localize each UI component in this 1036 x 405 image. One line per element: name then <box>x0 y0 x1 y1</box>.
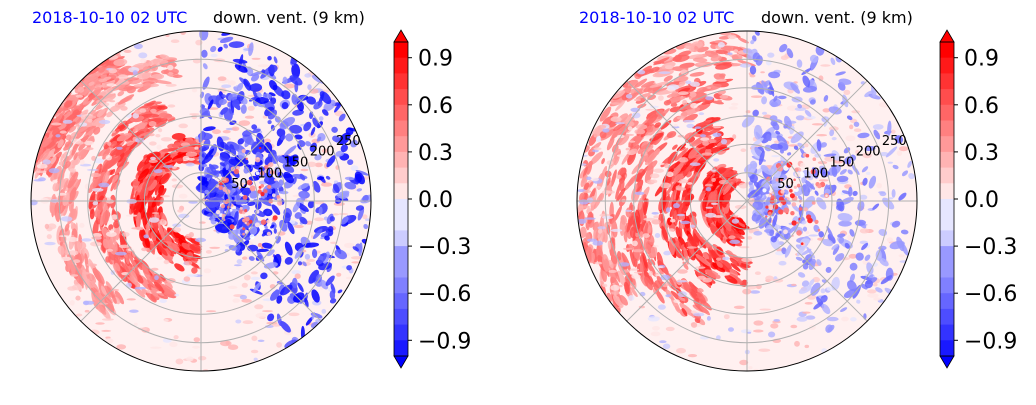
colorbar-level <box>394 214 408 231</box>
colorbar-tick-label: −0.3 <box>418 235 471 260</box>
colorbar-tick-label: −0.3 <box>964 235 1017 260</box>
colorbar-tick-label: −0.9 <box>418 329 471 354</box>
colorbar-level <box>394 151 408 168</box>
colorbar-level <box>394 183 408 200</box>
colorbar-level <box>940 324 954 341</box>
colorbar-extend-max <box>939 29 955 43</box>
colorbar-level <box>940 246 954 263</box>
angular-grid-line <box>80 80 202 202</box>
angular-grid-line <box>626 200 748 322</box>
colorbar-level <box>394 89 408 106</box>
colorbar-level <box>394 199 408 216</box>
colorbar-level <box>394 340 408 357</box>
colorbar-level <box>394 73 408 90</box>
colorbar-level <box>394 230 408 247</box>
colorbar: 0.9 0.6 0.3 0.0 −0.3 −0.6 −0.9 <box>393 29 471 369</box>
colorbar-level <box>394 293 408 310</box>
colorbar-tick-label: 0.9 <box>418 47 453 72</box>
radial-tick-label: 50 <box>777 177 794 192</box>
colorbar-level <box>394 136 408 153</box>
angular-grid-line <box>626 80 748 202</box>
radial-tick-label: 50 <box>231 177 248 192</box>
colorbar-level <box>394 246 408 263</box>
colorbar-level <box>940 73 954 90</box>
colorbar-level <box>394 167 408 184</box>
colorbar-level <box>394 104 408 121</box>
colorbar-level <box>940 120 954 137</box>
colorbar-tick-label: 0.3 <box>964 141 999 166</box>
radial-tick-label: 250 <box>882 134 907 149</box>
colorbar-level <box>394 261 408 278</box>
colorbar-level <box>940 104 954 121</box>
colorbar-tick-label: 0.0 <box>418 188 453 213</box>
colorbar-tick-label: 0.6 <box>418 94 453 119</box>
panel-1-variable-title: down. vent. (9 km) <box>213 8 365 27</box>
colorbar-extend-min <box>393 355 409 369</box>
colorbar-extend-max <box>393 29 409 43</box>
colorbar-level <box>394 308 408 325</box>
colorbar-level <box>940 261 954 278</box>
colorbar-level <box>940 214 954 231</box>
colorbar-tick-label: 0.3 <box>418 141 453 166</box>
colorbar-level <box>940 308 954 325</box>
angular-grid-line <box>746 80 868 202</box>
colorbar-level <box>940 277 954 294</box>
radial-tick-label: 250 <box>336 134 361 149</box>
colorbar-level <box>394 57 408 74</box>
colorbar-level <box>940 199 954 216</box>
colorbar-level <box>394 277 408 294</box>
colorbar-tick-label: −0.6 <box>418 282 471 307</box>
colorbar: 0.9 0.6 0.3 0.0 −0.3 −0.6 −0.9 <box>939 29 1017 369</box>
colorbar-level <box>940 293 954 310</box>
radial-tick-label: 200 <box>310 145 335 160</box>
colorbar-level <box>394 120 408 137</box>
colorbar-level <box>394 324 408 341</box>
colorbar-tick-label: 0.9 <box>964 47 999 72</box>
colorbar-tick-label: −0.9 <box>964 329 1017 354</box>
colorbar-level <box>940 89 954 106</box>
colorbar-level <box>940 151 954 168</box>
colorbar-level <box>940 42 954 59</box>
angular-grid-line <box>80 200 202 322</box>
polar-outline <box>576 30 918 372</box>
colorbar-level <box>394 42 408 59</box>
colorbar-level <box>940 183 954 200</box>
panel-2-variable-title: down. vent. (9 km) <box>761 8 913 27</box>
radial-tick-label: 100 <box>803 166 828 181</box>
polar-outline <box>30 30 372 372</box>
panel-2-date-title: 2018-10-10 02 UTC <box>579 8 735 27</box>
colorbar-tick-label: −0.6 <box>964 282 1017 307</box>
angular-grid-line <box>746 200 868 322</box>
radial-tick-label: 150 <box>284 156 309 171</box>
colorbar-tick-label: 0.6 <box>964 94 999 119</box>
colorbar-level <box>940 57 954 74</box>
radial-tick-label: 200 <box>856 145 881 160</box>
colorbar-extend-min <box>939 355 955 369</box>
polar-grid <box>577 31 917 371</box>
colorbar-level <box>940 136 954 153</box>
colorbar-tick-label: 0.0 <box>964 188 999 213</box>
colorbar-level <box>940 230 954 247</box>
polar-grid <box>31 31 371 371</box>
angular-grid-line <box>200 200 322 322</box>
radial-tick-label: 150 <box>830 156 855 171</box>
angular-grid-line <box>200 80 322 202</box>
panel-1-date-title: 2018-10-10 02 UTC <box>32 8 188 27</box>
colorbar-level <box>940 340 954 357</box>
colorbar-level <box>940 167 954 184</box>
radial-tick-label: 100 <box>257 166 282 181</box>
